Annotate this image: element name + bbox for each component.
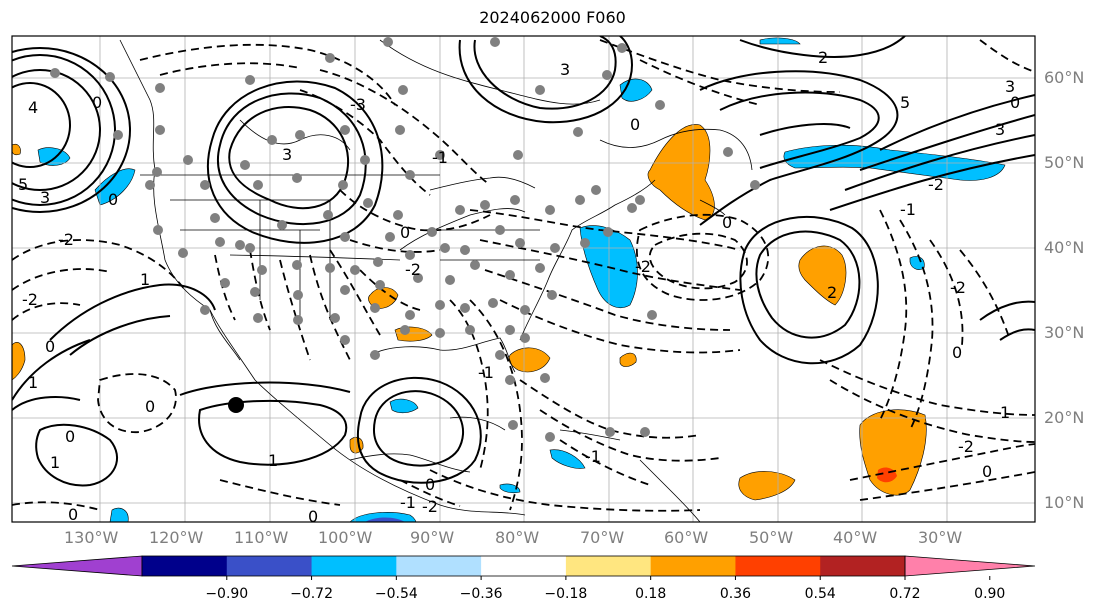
contour-label: 1: [140, 270, 150, 289]
lat-label-20n: 20°N: [1044, 408, 1085, 427]
colorbar-segment: [226, 556, 313, 576]
lon-label-100w: 100°W: [318, 528, 373, 547]
lon-label-40w: 40°W: [833, 528, 878, 547]
colorbar-tick-label: 0.54: [804, 586, 836, 602]
lon-label-110w: 110°W: [234, 528, 289, 547]
station-dots: [50, 37, 760, 442]
colorbar-segment: [396, 556, 482, 576]
contour-label: 1: [1000, 403, 1010, 422]
lat-label-10n: 10°N: [1044, 493, 1085, 512]
colorbar-tick-label: 0.36: [719, 586, 752, 602]
contour-label: 0: [425, 475, 435, 494]
map-frame: [11, 35, 1036, 523]
contour-label: 0: [65, 427, 75, 446]
contour-label: 3: [560, 60, 570, 79]
contour-label: 3: [40, 188, 50, 207]
contour-label: 0: [722, 213, 732, 232]
colorbar-frame: [141, 555, 906, 577]
colorbar-segment: [820, 556, 906, 576]
colorbar-segment: [735, 556, 821, 576]
colorbar-segment: [142, 556, 228, 576]
colorbar-segment: [311, 556, 397, 576]
lon-label-80w: 80°W: [495, 528, 540, 547]
contour-label: -1: [432, 148, 448, 167]
lat-label-50n: 50°N: [1044, 153, 1085, 172]
contour-label: 0: [92, 93, 102, 112]
map-title: 2024062000 F060: [479, 8, 626, 27]
lat-label-40n: 40°N: [1044, 238, 1085, 257]
lat-label-30n: 30°N: [1044, 323, 1085, 342]
lat-lon-grid: [12, 36, 1035, 522]
colorbar-segment: [565, 556, 652, 576]
colorbar-extend-high: [904, 555, 1036, 577]
contour-label: 0: [982, 462, 992, 481]
contour-label: 0: [45, 337, 55, 356]
lon-label-30w: 30°W: [918, 528, 963, 547]
contour-label: -1: [900, 200, 916, 219]
contour-label: 3: [1005, 77, 1015, 96]
contour-label: 1: [50, 453, 60, 472]
contour-label: 0: [400, 223, 410, 242]
colorbar-segment: [481, 556, 567, 576]
lon-label-50w: 50°W: [749, 528, 794, 547]
lon-label-60w: 60°W: [664, 528, 709, 547]
contour-label: -3: [350, 95, 366, 114]
contour-label: 0: [1010, 93, 1020, 112]
colorbar-tick-label: 0.72: [889, 586, 921, 602]
contour-label: -2: [405, 260, 421, 279]
lat-label-60n: 60°N: [1044, 68, 1085, 87]
colorbar-tick-label: −0.54: [374, 586, 418, 602]
coastlines: [119, 39, 753, 522]
contour-label: 1: [28, 373, 38, 392]
contour-label: 0: [952, 343, 962, 362]
positive-contours: [12, 36, 1035, 487]
colorbar-extend-low: [11, 555, 143, 577]
negative-contours: [12, 39, 1035, 512]
contour-label: -2: [22, 290, 38, 309]
location-marker: [228, 397, 244, 413]
lon-label-120w: 120°W: [149, 528, 204, 547]
shaded-strong-negative: [365, 517, 405, 522]
contour-label: -1: [478, 363, 494, 382]
contour-label: -2: [422, 497, 438, 516]
colorbar-segment: [650, 556, 736, 576]
contour-labels: 4 0 5 3 0 -2 3 -3 -1 3 0 2 5 3 0 3 -2 -1…: [18, 48, 1020, 526]
contour-label: -2: [58, 230, 74, 249]
contour-label: 0: [630, 115, 640, 134]
colorbar-tick-label: 0.18: [635, 586, 667, 602]
contour-label: -1: [585, 447, 601, 466]
contour-label: -2: [950, 278, 966, 297]
lon-label-130w: 130°W: [64, 528, 119, 547]
contour-label: 5: [900, 93, 910, 112]
contour-label: -2: [958, 437, 974, 456]
contour-label: 1: [268, 451, 278, 470]
colorbar-tick-label: 0.90: [974, 586, 1006, 602]
contour-label: 4: [28, 98, 38, 117]
contour-label: 0: [308, 507, 318, 526]
colorbar-tick-label: −0.72: [290, 586, 333, 602]
contour-label: 3: [282, 145, 292, 164]
colorbar: [11, 555, 1036, 580]
contour-label: -2: [635, 257, 651, 276]
contour-label: 2: [818, 48, 828, 67]
contour-label: 0: [108, 190, 118, 209]
contour-label: 2: [827, 283, 837, 302]
colorbar-tick-label: −0.90: [205, 586, 249, 602]
lon-label-70w: 70°W: [580, 528, 625, 547]
contour-label: 5: [18, 175, 28, 194]
colorbar-tick-label: −0.18: [544, 586, 588, 602]
contour-label: -2: [928, 175, 944, 194]
contour-label: 0: [68, 505, 78, 524]
lon-label-90w: 90°W: [410, 528, 455, 547]
contour-label: 0: [145, 397, 155, 416]
contour-label: -1: [400, 493, 416, 512]
contour-label: 3: [995, 120, 1005, 139]
colorbar-tick-label: −0.36: [459, 586, 503, 602]
